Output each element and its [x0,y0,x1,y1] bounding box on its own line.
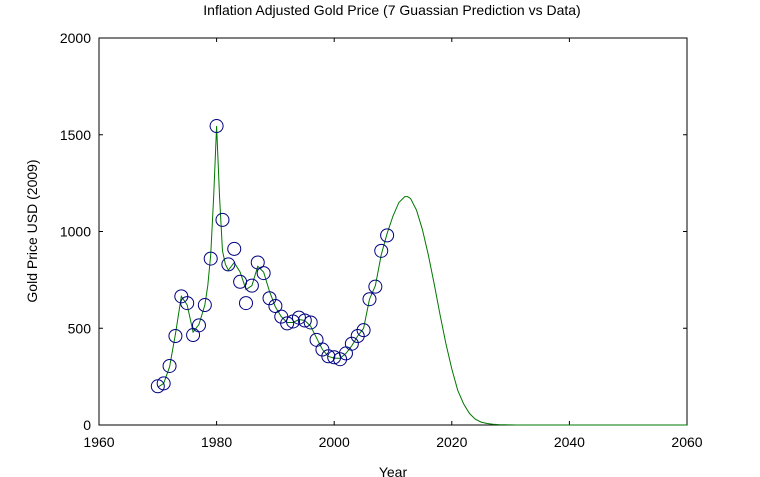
data-point [362,292,377,307]
data-point [344,336,359,351]
x-tick-label: 2040 [554,434,585,450]
y-tick-label: 1500 [60,127,91,143]
data-point [280,316,295,331]
x-tick-label: 1960 [83,434,114,450]
data-point [303,315,318,330]
data-series [150,119,395,394]
x-tick-label: 1980 [201,434,232,450]
x-tick-label: 2020 [436,434,467,450]
data-point [215,212,230,227]
axis-ticks [98,37,688,426]
y-tick-label: 1000 [60,224,91,240]
data-point [191,318,206,333]
data-point [227,241,242,256]
data-point [268,298,283,313]
y-tick-label: 0 [83,417,91,433]
data-point [156,376,171,391]
prediction-line [157,126,687,426]
data-point [374,243,389,258]
data-point [244,278,259,293]
data-point [239,296,253,311]
plot-frame [98,37,688,426]
y-tick-label: 2000 [60,30,91,46]
data-point [256,266,271,281]
data-point [233,274,248,289]
data-point [309,332,324,347]
chart-title: Inflation Adjusted Gold Price (7 Guassia… [203,2,580,18]
data-point [250,255,265,270]
data-point [197,298,212,313]
data-point [350,328,365,343]
y-axis-label: Gold Price USD (2009) [24,159,40,302]
data-point [356,323,371,338]
data-point [180,296,195,311]
x-axis-label: Year [379,464,408,477]
data-point [297,313,312,328]
data-point [221,257,236,272]
data-point [203,251,218,266]
data-point [368,279,383,294]
data-point [321,349,336,364]
x-tick-label: 2000 [319,434,350,450]
data-point [209,119,224,134]
y-tick-label: 500 [68,320,92,336]
data-point [380,228,395,243]
prediction-series [157,126,687,426]
data-point [262,291,277,306]
data-point [333,352,348,367]
data-point [168,328,183,343]
x-tick-label: 2060 [671,434,702,450]
tick-labels: 1960 1980 2000 2020 2040 2060 0 500 1000 1500 2000 [60,30,703,450]
data-point [162,358,177,373]
